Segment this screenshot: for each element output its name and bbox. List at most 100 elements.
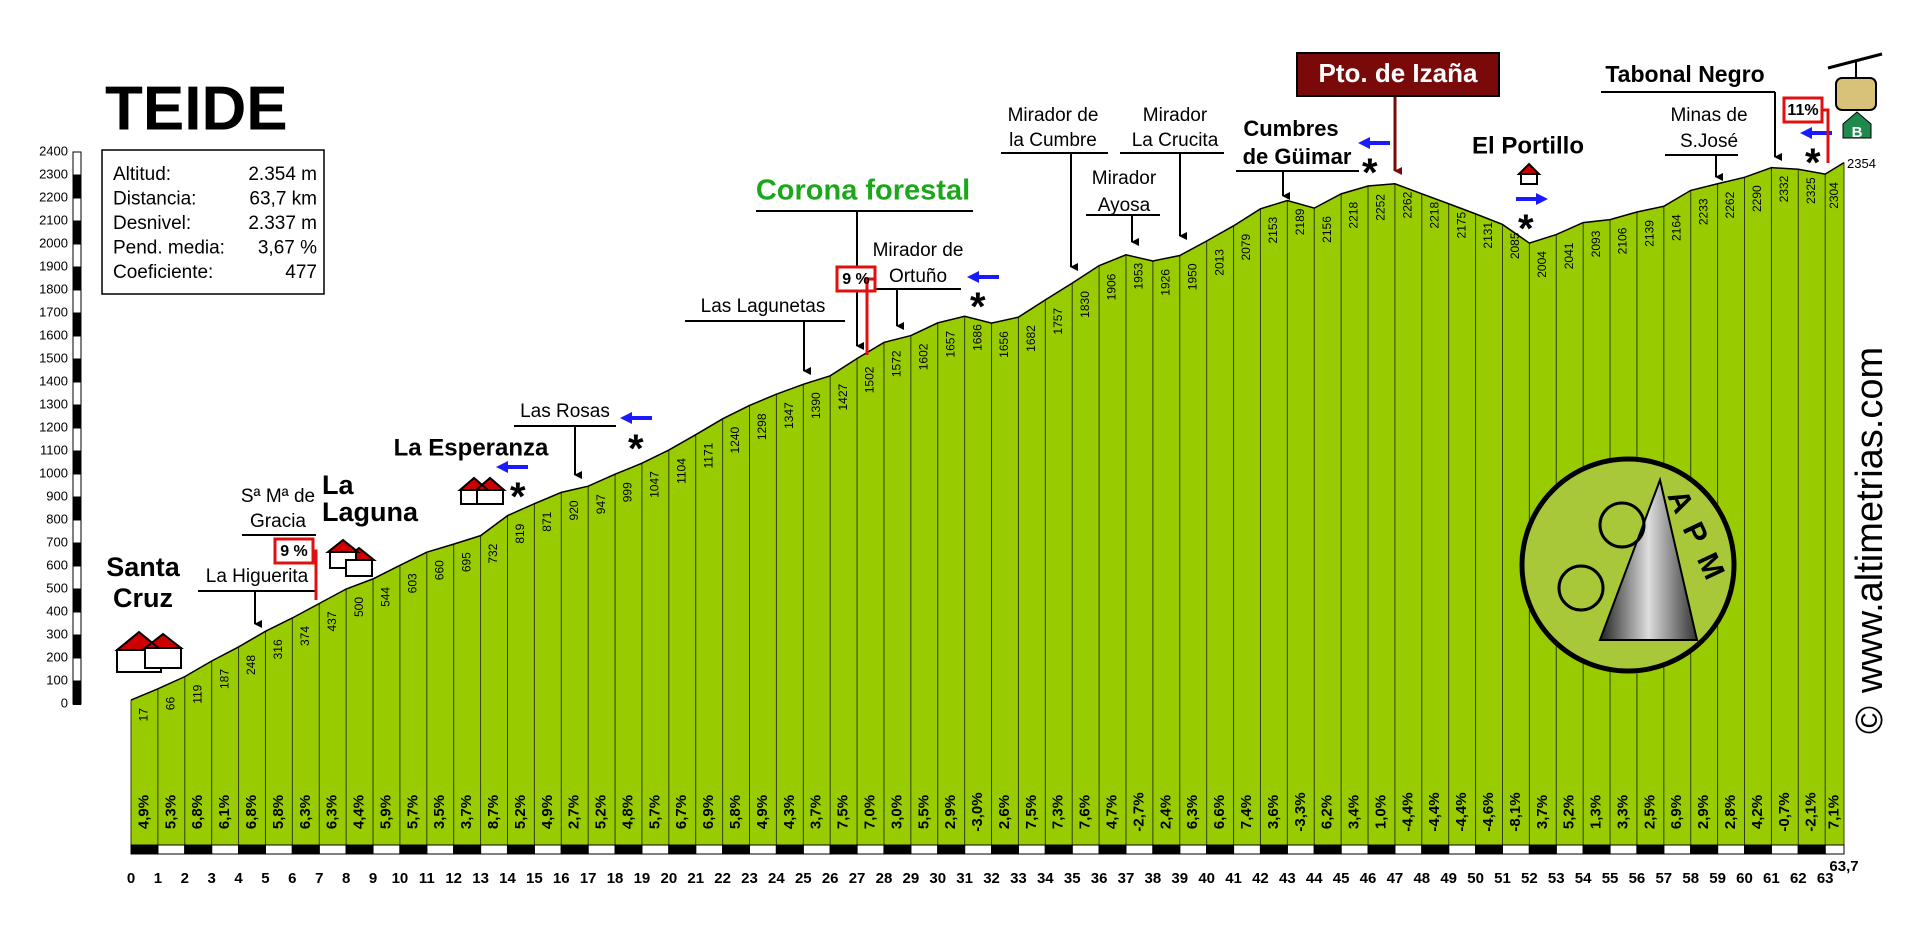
y-axis-segment [72,312,82,337]
info-box [101,149,325,295]
website: www.altimetrias.com [1849,347,1891,694]
place-label: la Cumbre [1009,130,1097,151]
x-axis-segment [130,844,159,855]
gradient-label: 3,4% [1346,795,1363,829]
elevation-label: 2106 [1616,227,1630,254]
place-label: La [322,470,354,500]
x-axis-segment [1528,844,1557,855]
y-axis-segment [72,266,82,291]
y-axis-segment [72,243,82,268]
x-tick-label: 62 [1790,870,1807,887]
x-tick-label: 31 [956,870,973,887]
place-label: Sª Mª de [241,486,315,507]
x-tick-label: 37 [1118,870,1135,887]
info-value: 63,7 km [249,189,317,210]
elevation-label: 437 [325,611,339,631]
x-axis-segment [1017,844,1046,855]
info-value: 3,67 % [258,238,317,259]
y-tick-label: 1100 [40,442,68,457]
gradient-label: 6,3% [324,795,341,829]
x-axis-segment [1421,844,1450,855]
gradient-label: 5,2% [593,795,610,829]
gradient-label: 7,0% [861,795,878,829]
logo-wheel [1598,501,1646,549]
x-axis-segment [1071,844,1100,855]
elevation-label: 1240 [728,426,742,453]
elevation-label: 2218 [1347,202,1361,229]
place-label: Tabonal Negro [1605,61,1764,87]
x-tick-label: 32 [983,870,1000,887]
x-tick-label: 63,7 [1829,858,1858,875]
place-label: Corona forestal [756,175,970,207]
gradient-label: 4,8% [619,795,636,829]
x-axis-segment [318,844,347,855]
viewpoint-star: * [970,285,986,329]
x-axis-segment [695,844,724,855]
elevation-label: 2085 [1508,232,1522,259]
gradient-label: 2,5% [1641,795,1658,829]
place-label: La Higuerita [206,566,309,587]
x-tick-label: 43 [1279,870,1296,887]
elevation-label: 1830 [1078,291,1092,318]
viewpoint-star: * [628,427,644,471]
y-axis-segment [72,496,82,521]
y-axis-segment [72,473,82,498]
x-axis-segment [991,844,1019,855]
y-axis-foot [73,704,81,705]
gradient-label: 3,0% [888,795,905,829]
x-tick-label: 22 [714,870,731,887]
y-tick-label: 1900 [39,258,68,273]
gradient-label: 3,6% [1265,795,1282,829]
x-axis-segment [722,844,751,855]
elevation-label: 1602 [916,343,930,370]
info-label: Pend. media: [113,238,225,259]
house-walls [116,173,1538,673]
y-tick-label: 2300 [39,166,68,181]
x-axis-segment [426,844,455,855]
gradient-label: 5,3% [162,795,179,829]
gradient-label: -3,0% [969,792,986,831]
house-wall [345,559,373,577]
x-axis-segment [641,844,670,855]
house-roof [457,476,507,491]
house-wall [1520,173,1538,185]
x-tick-label: 40 [1198,870,1215,887]
elevation-label: 2139 [1643,220,1657,247]
elevation-label: 2093 [1589,230,1603,257]
y-axis-segment [72,427,82,452]
x-tick-label: 8 [342,870,350,887]
x-axis-segment [587,844,616,855]
x-axis-segment [1744,844,1772,855]
x-tick-label: 33 [1010,870,1027,887]
elevation-label: 2131 [1481,222,1495,249]
x-axis-segment [1501,844,1530,855]
x-tick-label: 54 [1575,870,1592,887]
elevation-label: 2233 [1696,198,1710,225]
chart-title: TEIDE [105,74,288,143]
gradient-label: -3,3% [1292,792,1309,831]
x-axis-segment [1044,844,1073,855]
x-tick-label: 59 [1709,870,1726,887]
x-axis-segment [829,844,858,855]
gradient-label: 2,6% [996,795,1013,829]
y-tick-label: 2000 [39,235,68,250]
x-tick-label: 9 [369,870,377,887]
elevation-label: 1906 [1105,273,1119,300]
x-axis-segment [856,844,885,855]
gradient-label: 6,1% [216,795,233,829]
gradient-label: 5,2% [512,795,529,829]
x-axis-segment [1340,844,1369,855]
blue-arrow [1358,137,1390,149]
copyright: © [1849,706,1891,734]
viewpoint-star: * [1805,141,1821,185]
x-axis-segment [1206,844,1235,855]
flag-label: 9 % [842,271,870,288]
x-tick-label: 56 [1629,870,1646,887]
gradient-label: 2,9% [942,795,959,829]
elevation-label: 316 [271,639,285,659]
x-axis-segment [1555,844,1584,855]
x-tick-label: 20 [660,870,677,887]
x-axis-segment [184,844,213,855]
x-axis-segment [614,844,643,855]
gradient-label: 3,7% [808,795,825,829]
